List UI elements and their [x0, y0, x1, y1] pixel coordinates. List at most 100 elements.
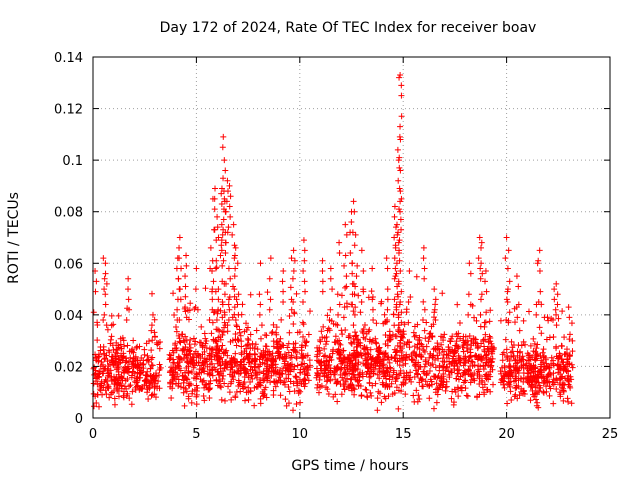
data-point: [359, 328, 366, 335]
data-point: [170, 374, 177, 381]
data-point: [553, 322, 560, 329]
data-point: [529, 387, 536, 394]
data-point: [454, 343, 461, 350]
data-point: [280, 288, 287, 295]
data-point: [234, 260, 241, 267]
data-point: [522, 341, 529, 348]
data-point: [217, 252, 224, 259]
data-point: [148, 347, 155, 354]
data-point: [370, 337, 377, 344]
data-point: [194, 306, 201, 313]
data-point: [565, 377, 572, 384]
data-point: [317, 359, 324, 366]
data-point: [102, 365, 109, 372]
data-point: [392, 378, 399, 385]
data-point: [460, 369, 467, 376]
data-point: [393, 348, 400, 355]
data-point: [207, 244, 214, 251]
data-point: [125, 296, 132, 303]
data-point: [349, 229, 356, 236]
data-point: [281, 351, 288, 358]
data-point: [227, 193, 234, 200]
data-point: [527, 376, 534, 383]
data-point: [358, 298, 365, 305]
data-point: [477, 265, 484, 272]
data-point: [218, 221, 225, 228]
data-point: [457, 335, 464, 342]
data-point: [363, 357, 370, 364]
x-tick-label: 20: [498, 427, 515, 442]
data-point: [511, 378, 518, 385]
data-point: [546, 365, 553, 372]
data-point: [252, 351, 259, 358]
data-point: [104, 326, 111, 333]
data-point: [171, 311, 178, 318]
data-point: [335, 346, 342, 353]
data-point: [352, 332, 359, 339]
data-point: [301, 257, 308, 264]
data-point: [245, 384, 252, 391]
data-point: [350, 353, 357, 360]
data-point: [478, 260, 485, 267]
data-point: [319, 288, 326, 295]
data-point: [263, 371, 270, 378]
data-point: [302, 342, 309, 349]
data-point: [357, 339, 364, 346]
data-point: [206, 395, 213, 401]
data-point: [421, 265, 428, 272]
data-point: [260, 368, 267, 375]
data-point: [544, 314, 551, 321]
x-tick-label: 10: [292, 427, 309, 442]
data-point: [397, 198, 404, 205]
data-point: [202, 340, 209, 347]
data-point: [189, 390, 196, 397]
data-point: [391, 234, 398, 241]
data-point: [540, 389, 547, 396]
data-point: [516, 327, 523, 334]
data-point: [237, 332, 244, 339]
data-point: [103, 352, 110, 359]
data-point: [334, 291, 341, 298]
data-point: [224, 328, 231, 335]
data-point: [527, 342, 534, 349]
data-point: [151, 374, 158, 381]
data-point: [270, 343, 277, 350]
data-point: [234, 368, 241, 375]
data-point: [271, 378, 278, 385]
data-point: [533, 402, 540, 409]
data-point: [262, 343, 269, 350]
data-point: [334, 398, 341, 405]
data-point: [347, 339, 354, 346]
data-point: [401, 370, 408, 377]
data-point: [322, 352, 329, 359]
data-point: [245, 355, 252, 362]
data-point: [225, 383, 232, 390]
data-point: [411, 373, 418, 380]
data-point: [554, 291, 561, 298]
data-point: [186, 307, 193, 314]
data-point: [394, 146, 401, 153]
data-point: [331, 368, 338, 375]
data-point: [512, 319, 519, 326]
data-point: [403, 306, 410, 313]
x-tick-label: 5: [192, 427, 200, 442]
data-point: [188, 399, 195, 406]
data-point: [421, 306, 428, 313]
data-point: [352, 231, 359, 238]
data-point: [220, 216, 227, 223]
data-point: [466, 354, 473, 361]
data-point: [100, 343, 107, 350]
data-point: [326, 317, 333, 324]
data-point: [349, 352, 356, 359]
data-point: [402, 376, 409, 383]
x-tick-label: 0: [89, 427, 97, 442]
data-point: [263, 357, 270, 364]
data-point: [334, 364, 341, 371]
data-point: [536, 247, 543, 254]
data-point: [350, 322, 357, 329]
data-point: [107, 340, 114, 347]
data-point: [451, 350, 458, 357]
data-point: [347, 249, 354, 256]
data-point: [100, 255, 107, 262]
data-point: [198, 369, 205, 376]
